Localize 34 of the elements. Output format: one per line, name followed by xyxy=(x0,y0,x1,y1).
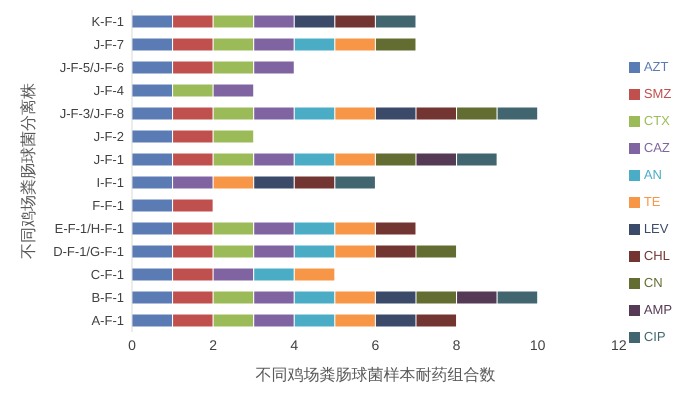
y-tick-label: A-F-1 xyxy=(92,313,124,328)
legend-label: CTX xyxy=(644,112,670,128)
x-tick-label: 0 xyxy=(128,336,136,353)
y-tick-label: J-F-4 xyxy=(94,83,124,98)
x-tick-label: 6 xyxy=(372,336,380,353)
legend-label: CHL xyxy=(644,248,670,262)
x-axis-title: 不同鸡场粪肠球菌样本耐药组合数 xyxy=(255,366,496,384)
legend-label: LEV xyxy=(644,220,668,236)
y-tick-label: E-F-1/H-F-1 xyxy=(54,221,124,236)
legend-label: TE xyxy=(644,194,660,208)
legend-label: SMZ xyxy=(644,86,672,100)
x-tick-label: 4 xyxy=(290,336,298,353)
legend-label: AMP xyxy=(644,302,672,316)
legend-label: CAZ xyxy=(644,140,670,154)
y-tick-label: J-F-7 xyxy=(94,37,124,52)
y-tick-label: B-F-1 xyxy=(92,290,124,306)
y-tick-label: J-F-1 xyxy=(94,152,124,168)
y-tick-label: I-F-1 xyxy=(96,175,124,190)
legend-label: AN xyxy=(644,166,662,182)
y-tick-label: J-F-5/J-F-6 xyxy=(60,60,124,76)
y-axis-title: 不同鸡场粪肠球菌分离株 xyxy=(20,83,38,259)
x-tick-label: 8 xyxy=(452,336,461,353)
legend-label: CN xyxy=(644,274,663,290)
y-tick-label: K-F-1 xyxy=(92,14,124,30)
y-tick-label: D-F-1/G-F-1 xyxy=(53,244,124,260)
x-tick-label: 2 xyxy=(209,336,218,353)
y-tick-label: J-F-3/J-F-8 xyxy=(60,106,124,122)
legend-label: CIP xyxy=(644,328,666,344)
y-tick-label: F-F-1 xyxy=(92,198,124,214)
y-tick-label: J-F-2 xyxy=(94,129,124,144)
legend-label: AZT xyxy=(644,58,668,74)
x-tick-label: 10 xyxy=(530,336,546,353)
x-tick-label: 12 xyxy=(611,336,627,353)
y-tick-label: C-F-1 xyxy=(90,267,124,282)
